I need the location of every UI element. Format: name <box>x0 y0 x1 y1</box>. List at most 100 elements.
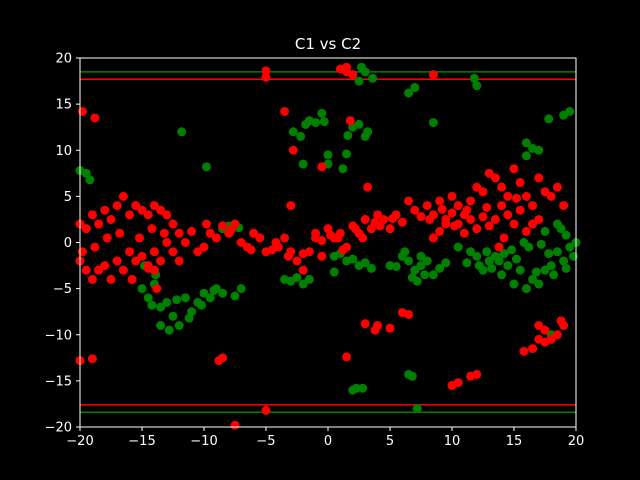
red-point <box>540 187 550 197</box>
red-point <box>131 201 141 211</box>
x-tick-label: 0 <box>324 434 332 449</box>
green-point <box>519 238 529 247</box>
red-point <box>187 226 197 236</box>
green-point <box>343 130 353 140</box>
red-point <box>149 201 159 211</box>
green-point <box>366 263 376 273</box>
red-point <box>437 204 447 214</box>
red-point <box>559 321 569 331</box>
red-point <box>375 221 385 231</box>
red-point <box>360 214 370 224</box>
green-point <box>319 117 329 127</box>
red-point <box>534 321 544 331</box>
green-point <box>363 127 373 137</box>
red-point <box>156 205 166 215</box>
red-point <box>472 224 482 234</box>
green-point <box>164 325 174 335</box>
red-point <box>218 221 228 231</box>
green-point <box>420 270 430 280</box>
green-point <box>410 83 420 93</box>
red-point <box>425 214 435 224</box>
red-point <box>521 191 531 201</box>
green-point <box>209 285 219 295</box>
red-point <box>360 319 370 329</box>
red-point <box>472 369 482 379</box>
red-point <box>449 221 459 231</box>
red-point <box>348 70 358 80</box>
red-point <box>484 221 494 231</box>
green-point <box>301 119 311 129</box>
green-point <box>201 162 211 172</box>
red-point <box>459 228 469 238</box>
green-point <box>197 300 207 310</box>
green-point <box>565 242 575 252</box>
red-point <box>118 191 128 201</box>
green-point <box>509 279 519 289</box>
red-point <box>100 205 110 215</box>
red-point <box>546 334 556 344</box>
red-point <box>534 214 544 224</box>
green-point <box>230 291 240 301</box>
red-point <box>90 242 100 252</box>
y-tick-label: 5 <box>64 190 72 205</box>
green-point <box>172 295 182 305</box>
green-point <box>540 226 550 236</box>
red-point <box>162 210 172 220</box>
red-point <box>152 284 162 294</box>
y-tick-label: −15 <box>45 374 72 389</box>
red-point <box>288 145 298 155</box>
red-point <box>137 205 147 215</box>
red-point <box>149 247 159 257</box>
red-point <box>193 247 203 257</box>
red-point <box>87 274 97 284</box>
y-axis: −20 −15 −10 −5 0 5 10 15 20 <box>45 52 80 436</box>
red-point <box>226 225 236 235</box>
green-point <box>205 293 215 303</box>
red-point <box>112 256 122 266</box>
red-point <box>416 212 426 222</box>
x-axis: −20 −15 −10 −5 0 5 10 15 20 <box>66 427 584 449</box>
red-point <box>447 191 457 201</box>
green-point <box>474 261 484 271</box>
red-point <box>428 70 438 80</box>
red-point <box>515 205 525 215</box>
red-point <box>515 178 525 188</box>
red-point <box>482 202 492 212</box>
red-point <box>422 201 432 211</box>
y-tick-label: 15 <box>55 98 72 113</box>
red-point <box>441 219 451 229</box>
red-point <box>77 107 87 117</box>
red-point <box>453 201 463 211</box>
red-point <box>162 238 172 247</box>
green-point <box>521 138 531 148</box>
red-point <box>112 201 122 211</box>
green-point <box>416 261 426 271</box>
red-point <box>261 72 271 82</box>
green-point <box>404 256 414 266</box>
red-point <box>490 173 500 183</box>
red-point <box>404 196 414 206</box>
x-tick-label: 5 <box>386 434 394 449</box>
green-point <box>358 383 368 393</box>
red-point <box>147 224 157 234</box>
green-point <box>531 267 541 277</box>
red-point <box>168 219 178 229</box>
red-point <box>94 265 104 275</box>
green-point <box>298 279 308 289</box>
red-point <box>503 191 513 201</box>
red-point <box>205 228 215 238</box>
green-point <box>534 279 544 289</box>
green-point <box>352 383 362 393</box>
green-point <box>549 270 559 280</box>
green-point <box>311 118 321 128</box>
red-point <box>115 228 125 238</box>
y-tick-label: −5 <box>53 282 72 297</box>
red-point <box>503 210 513 220</box>
green-point <box>317 108 327 118</box>
green-point <box>462 258 472 268</box>
red-point <box>280 233 290 243</box>
green-point <box>544 249 554 259</box>
green-point <box>416 251 426 261</box>
green-point <box>565 107 575 117</box>
red-point <box>311 228 321 238</box>
